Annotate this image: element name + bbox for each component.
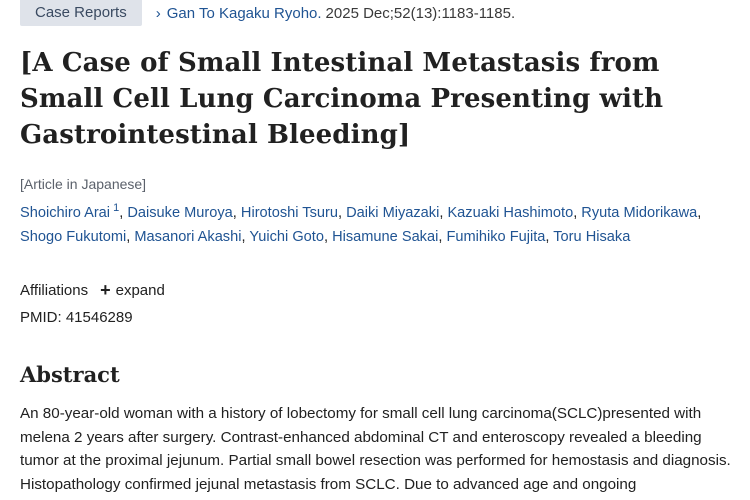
language-note: [Article in Japanese] [20, 176, 147, 192]
author-link[interactable]: Shogo Fukutomi [20, 228, 127, 245]
author-link[interactable]: Hisamune Sakai [332, 228, 439, 245]
affiliations-row: Affiliations + expand [20, 281, 165, 299]
author-link[interactable]: Fumihiko Fujita [446, 228, 546, 245]
author-link[interactable]: Hirotoshi Tsuru [240, 204, 338, 221]
plus-icon: + [100, 280, 111, 300]
citation-details: 2025 Dec;52(13):1183-1185. [325, 4, 516, 22]
author-link[interactable]: Daisuke Muroya [127, 204, 233, 221]
expand-label: expand [115, 281, 165, 299]
affiliation-number[interactable]: 1 [110, 202, 120, 214]
article-type-badge[interactable]: Case Reports [20, 0, 142, 26]
affiliations-label: Affiliations [20, 281, 89, 299]
author-link[interactable]: Masanori Akashi [134, 228, 242, 245]
author-link[interactable]: Ryuta Midorikawa [581, 204, 698, 221]
author-link[interactable]: Toru Hisaka [553, 228, 631, 245]
author-link[interactable]: Daiki Miyazaki [346, 204, 440, 221]
citation-row: Case Reports › Gan To Kagaku Ryoho. 2025… [20, 0, 515, 26]
abstract-text: An 80-year-old woman with a history of l… [20, 405, 731, 493]
article-title: [A Case of Small Intestinal Metastasis f… [20, 48, 664, 150]
author-link[interactable]: Yuichi Goto [249, 228, 324, 245]
author-list: Shoichiro Arai 1, Daisuke Muroya, Hiroto… [20, 202, 702, 245]
journal-link[interactable]: Gan To Kagaku Ryoho. [166, 4, 322, 22]
chevron-right-icon: › [155, 4, 161, 22]
abstract-heading: Abstract [20, 362, 120, 387]
expand-affiliations-button[interactable]: + expand [100, 281, 165, 299]
author-link[interactable]: Shoichiro Arai [20, 204, 111, 221]
citation: › Gan To Kagaku Ryoho. 2025 Dec;52(13):1… [156, 5, 515, 22]
pmid: PMID: 41546289 [20, 309, 133, 326]
author-link[interactable]: Kazuaki Hashimoto [447, 204, 574, 221]
